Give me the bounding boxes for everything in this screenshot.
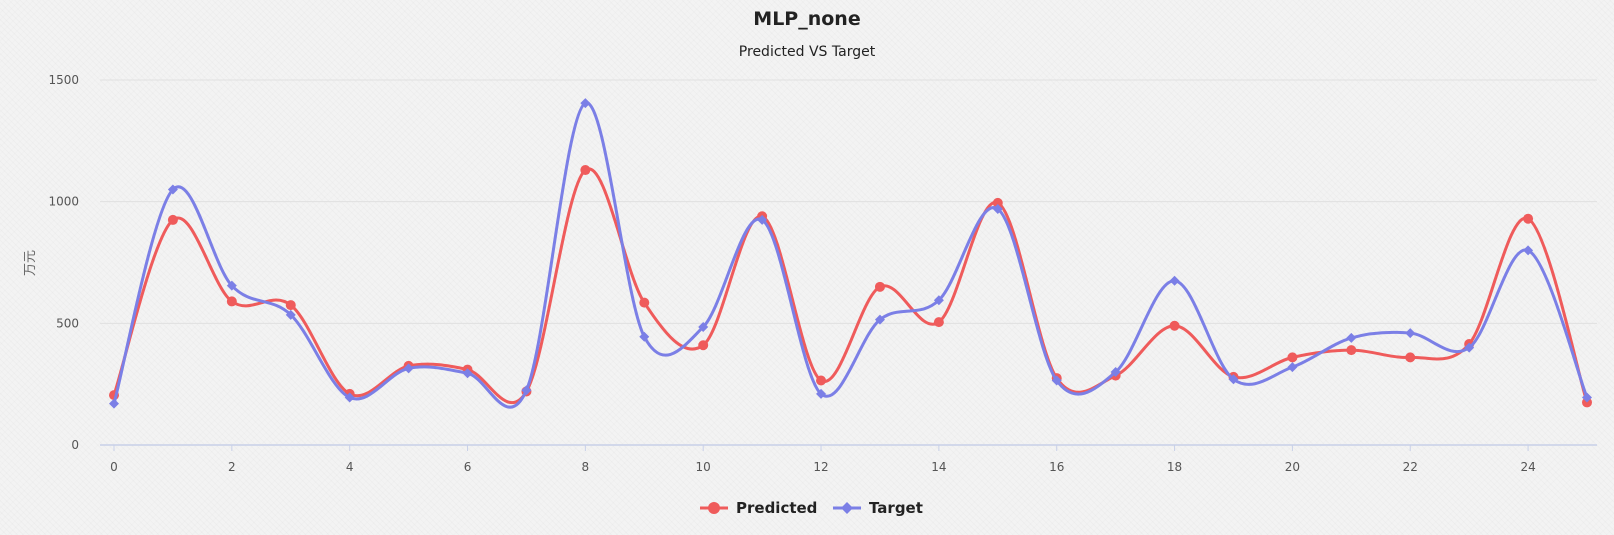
data-point-predicted[interactable]	[1169, 320, 1180, 331]
data-point-target[interactable]	[580, 98, 591, 109]
data-point-predicted[interactable]	[816, 375, 827, 386]
legend-item-target[interactable]: Target	[833, 499, 923, 517]
x-tick-label: 10	[696, 460, 711, 474]
data-point-predicted[interactable]	[992, 197, 1003, 208]
series-group	[109, 98, 1592, 409]
data-point-target[interactable]	[698, 321, 709, 332]
y-tick-label: 0	[71, 438, 79, 452]
data-point-target[interactable]	[1464, 342, 1475, 353]
x-tick-label: 4	[346, 460, 354, 474]
x-tick-label: 6	[464, 460, 472, 474]
data-point-predicted[interactable]	[1523, 213, 1534, 224]
data-point-predicted[interactable]	[1287, 352, 1298, 363]
x-tick-label: 8	[582, 460, 590, 474]
data-point-target[interactable]	[167, 184, 178, 195]
data-point-target[interactable]	[1287, 362, 1298, 373]
data-point-target[interactable]	[1405, 328, 1416, 339]
data-point-target[interactable]	[403, 363, 414, 374]
x-tick-label: 14	[931, 460, 946, 474]
x-tick-label: 18	[1167, 460, 1182, 474]
data-point-target[interactable]	[639, 331, 650, 342]
data-point-target[interactable]	[874, 314, 885, 325]
chart-subtitle: Predicted VS Target	[739, 44, 876, 60]
data-point-predicted[interactable]	[639, 297, 650, 308]
data-point-target[interactable]	[933, 295, 944, 306]
data-point-target[interactable]	[1346, 332, 1357, 343]
legend-marker-diamond	[841, 502, 853, 514]
data-point-target[interactable]	[757, 214, 768, 225]
data-point-predicted[interactable]	[226, 296, 237, 307]
legend[interactable]: Predicted Target	[700, 499, 923, 517]
series-line-target	[112, 101, 1589, 409]
data-point-target[interactable]	[1228, 374, 1239, 385]
x-tick-label: 20	[1285, 460, 1300, 474]
data-point-predicted[interactable]	[580, 165, 591, 176]
data-point-target[interactable]	[462, 368, 473, 379]
data-point-predicted[interactable]	[1405, 352, 1416, 363]
data-point-target[interactable]	[1582, 392, 1592, 403]
series-target	[109, 98, 1592, 409]
legend-label: Predicted	[736, 499, 817, 517]
data-point-predicted[interactable]	[1346, 345, 1357, 356]
data-point-target[interactable]	[109, 398, 119, 409]
legend-label: Target	[869, 499, 923, 517]
data-point-target[interactable]	[816, 388, 827, 399]
grid	[100, 79, 1597, 324]
data-point-predicted[interactable]	[698, 340, 709, 351]
y-tick-label: 1000	[48, 195, 79, 209]
chart-title: MLP_none	[753, 8, 860, 30]
data-point-predicted[interactable]	[167, 214, 178, 225]
data-point-target[interactable]	[1523, 245, 1534, 256]
data-point-target[interactable]	[1110, 367, 1121, 377]
data-point-target[interactable]	[1051, 375, 1062, 386]
data-point-predicted[interactable]	[874, 281, 885, 292]
data-point-target[interactable]	[1169, 275, 1180, 286]
x-tick-label: 2	[228, 460, 236, 474]
legend-item-predicted[interactable]: Predicted	[700, 499, 817, 517]
data-point-predicted[interactable]	[933, 317, 944, 328]
data-point-target[interactable]	[226, 280, 237, 291]
data-point-target[interactable]	[521, 385, 532, 396]
data-point-target[interactable]	[992, 203, 1003, 214]
data-point-predicted[interactable]	[285, 300, 296, 311]
x-tick-label: 12	[813, 460, 828, 474]
y-tick-label: 1500	[48, 73, 79, 87]
legend-marker-circle	[708, 502, 720, 514]
data-point-target[interactable]	[285, 309, 296, 320]
x-tick-label: 0	[110, 460, 118, 474]
x-tick-label: 16	[1049, 460, 1064, 474]
data-point-target[interactable]	[344, 392, 355, 403]
x-tick-label: 22	[1403, 460, 1418, 474]
y-axis-label: 万元	[23, 250, 38, 276]
x-tick-label: 24	[1520, 460, 1535, 474]
y-tick-label: 500	[56, 316, 79, 330]
